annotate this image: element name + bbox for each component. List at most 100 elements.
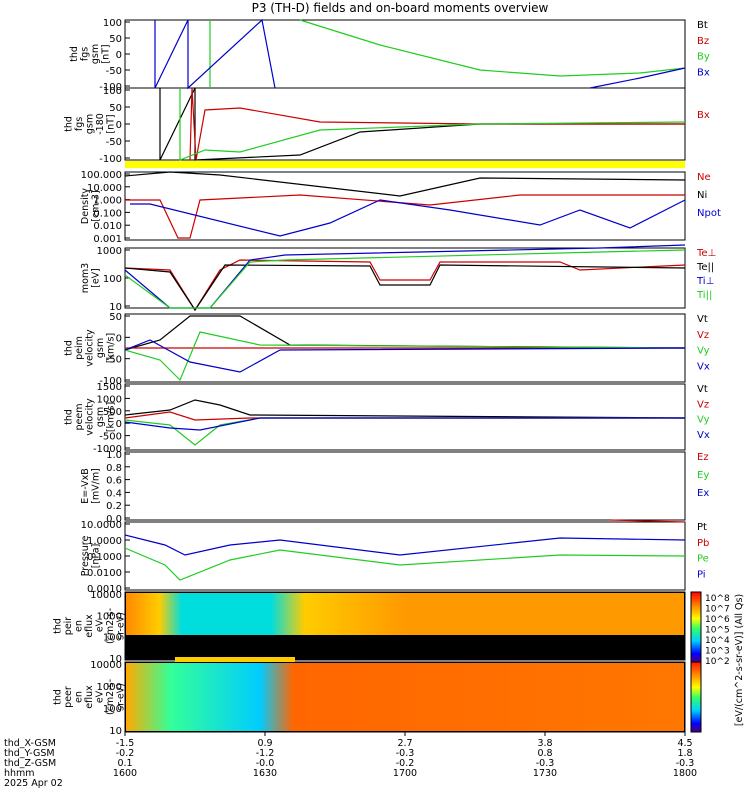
y-axis-label-line: Pressure [80,536,91,577]
x-row-label: thd_Y-GSM [4,748,55,759]
legend-Ex: Ex [697,488,709,499]
y-axis-label-line: [nT] [101,44,112,63]
y-axis-label-line: peer [63,686,74,708]
y-tick-label: 10000 [90,590,122,601]
panel-frame [124,521,686,591]
x-row-value: -0.0 [256,758,275,769]
legend-Bz: Bz [697,36,709,47]
y-axis-label-line: velocity [85,329,96,367]
colorbar-lower [690,659,702,733]
y-tick-label: 0 [116,120,122,131]
legend-Vz: Vz [697,330,709,341]
y-axis-label-line: [eV] [91,268,102,288]
y-axis-label-line: gsm [90,44,101,64]
by-curve [299,19,686,77]
x-row-value: -1.5 [116,738,135,749]
y-tick-label: 0.0100 [87,568,122,579]
y-axis-label-line: fgs [74,117,85,131]
x-row-value: 0.9 [257,738,272,749]
y-axis-label-line: (cm2-s- [105,679,116,715]
y-tick-label: -100 [99,154,122,165]
y-tick-label: -50 [106,66,122,77]
y-tick-label: -50 [106,355,122,366]
panel-8: 10.0000 1.0000 0.1000 0.0100 0.0010 Pressure[… [80,520,709,595]
y-tick-label: 100 [103,18,122,29]
electron-spectrogram-band [126,663,684,731]
y-tick-label: 500 [103,407,122,418]
x-row-value: 4.5 [677,738,692,749]
y-tick-label: 100 [103,633,122,644]
y-axis-label-line: gsm [85,114,96,134]
y-tick-label: 0 [116,419,122,430]
npot-curve [130,199,686,237]
y-axis-label-line: (cm2-s- [105,608,116,644]
y-tick-label: 0.8 [106,463,122,474]
y-tick-label: 100 [103,86,122,97]
legend-Vt: Vt [697,314,708,325]
colorbar-tick: 10^4 [705,636,730,646]
y-axis-label-line: sr-eV) [116,612,127,640]
y-tick-label: 50 [109,312,122,323]
panel-frame [124,451,686,521]
legend-Vy: Vy [697,415,710,426]
x-row-value: 1630 [253,768,277,779]
y-tick-label: -500 [99,432,122,443]
x-row-value: 1600 [113,768,137,779]
legend-Ey: Ey [697,470,709,481]
ion-spectrogram-edge [175,657,295,662]
y-axis-label-line: thd [64,409,75,425]
ti-par-curve [124,249,686,309]
y-axis-label-line: thd [64,116,75,132]
panel-frame [124,171,686,241]
y-tick-label: 10 [109,726,122,737]
colorbar-tick: 10^2 [705,657,730,667]
legend-Pe: Pe [697,554,709,565]
x-row-label: thd_X-GSM [4,738,56,749]
y-axis-label-line: thd [64,340,75,356]
legend-Ti⊥: Ti⊥ [696,276,714,287]
y-axis-label-line: [mV/m] [91,468,102,504]
y-tick-label: 0.1000 [87,552,122,563]
colorbar: 10^810^710^610^510^410^310^2 [eV/(cm^2-s-… [690,591,745,733]
legend-Bx: Bx [697,67,710,78]
y-tick-label: -1000 [93,444,122,455]
legend-Te||: Te|| [696,262,714,273]
y-axis-label-line: eV [95,690,106,703]
y-tick-label: 1000 [97,246,122,257]
legend-Ti||: Ti|| [696,290,712,301]
y-tick-label: 10.0000 [81,520,122,531]
y-tick-label: 0 [116,50,122,61]
y-axis-label-line: [nPa] [91,544,102,569]
legend-Pi: Pi [697,569,706,580]
colorbar-tick: 10^8 [705,594,730,604]
vx-e-curve [124,417,685,431]
by180-curve [179,88,686,161]
colorbar-tick: 10^5 [705,626,730,636]
x-row-value: 1800 [673,768,697,779]
x-row-value: 1.8 [677,748,692,759]
y-axis-label-line: gsm [95,338,106,358]
y-axis-label-line: eflux [84,614,95,638]
panel-7: 1.0 0.8 0.60.4 0.2 0.0 E=-VxB [mV/m] Ez Ey Ex [80,450,709,525]
y-tick-label: -100 [99,82,122,93]
legend-Vy: Vy [697,346,710,357]
x-row-label: thd_Z-GSM [4,758,56,769]
x-row-value: -0.2 [116,748,135,759]
x-row-label: hhmm [4,768,35,779]
y-axis-label-line: [nT] [106,114,117,133]
ne-curve [125,194,685,239]
x-row-value: 0.1 [117,758,132,769]
y-axis-label-line: fgs [80,47,91,61]
y-tick-label: 100 [103,704,122,715]
legend-Te⊥: Te⊥ [696,248,716,259]
y-axis-label-line: peim [74,336,85,360]
y-axis-label-line: [km/s] [106,333,117,363]
y-tick-label: 0.0 [106,514,122,525]
vy-e-curve [124,417,685,446]
legend-Bt: Bt [697,20,708,31]
yellow-status-strip [125,161,685,168]
y-tick-label: -50 [106,137,122,148]
y-tick-label: 0.0010 [87,584,122,595]
x-row-value: 0.8 [537,748,552,759]
